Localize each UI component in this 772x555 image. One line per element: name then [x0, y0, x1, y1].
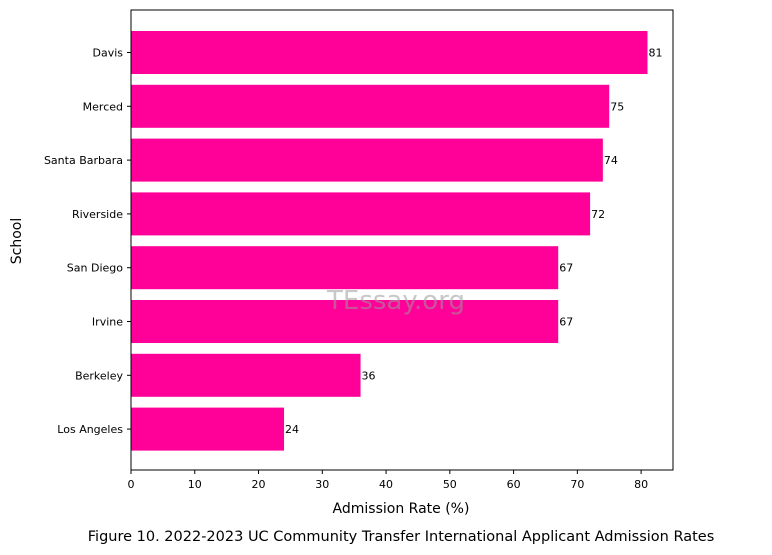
data-label: 36: [362, 369, 376, 382]
y-tick-label: Riverside: [72, 208, 123, 221]
bar-santa-barbara: [131, 138, 603, 182]
figure-caption: Figure 10. 2022-2023 UC Community Transf…: [88, 529, 715, 545]
bar-irvine: [131, 300, 559, 343]
x-tick-label: 0: [128, 478, 135, 491]
bars-group: [131, 31, 648, 451]
y-tick-label: Merced: [83, 100, 123, 113]
y-tick-label: San Diego: [67, 262, 123, 275]
bar-san-diego: [131, 246, 559, 290]
x-tick-label: 70: [570, 478, 584, 491]
data-label: 74: [604, 154, 618, 167]
x-tick-label: 30: [315, 478, 329, 491]
x-tick-label: 60: [507, 478, 521, 491]
x-axis-ticks: 0 10 20 30 40 50 60 70 80: [128, 470, 648, 491]
y-axis-title: School: [9, 218, 25, 264]
data-labels-group: 81 75 74 72 67 67 36 24: [285, 47, 662, 437]
x-tick-label: 40: [379, 478, 393, 491]
bar-riverside: [131, 192, 591, 236]
y-tick-label: Los Angeles: [57, 423, 123, 436]
bar-davis: [131, 31, 648, 74]
data-label: 75: [610, 100, 624, 113]
x-tick-label: 20: [252, 478, 266, 491]
plot-frame: [130, 9, 674, 471]
y-axis-ticks: Davis Merced Santa Barbara Riverside San Die…: [44, 47, 131, 436]
y-tick-label: Berkeley: [75, 369, 123, 382]
data-label: 67: [559, 316, 573, 329]
data-label: 81: [648, 47, 662, 60]
data-label: 24: [285, 423, 299, 436]
bar-berkeley: [131, 353, 361, 397]
x-tick-label: 80: [634, 478, 648, 491]
bar-los-angeles: [131, 407, 285, 451]
x-tick-label: 50: [443, 478, 457, 491]
x-tick-label: 10: [188, 478, 202, 491]
x-axis-title: Admission Rate (%): [333, 501, 470, 517]
watermark-text: TEssay.org: [326, 286, 465, 316]
y-tick-label: Davis: [92, 47, 123, 60]
y-tick-label: Santa Barbara: [44, 154, 123, 167]
data-label: 72: [591, 208, 605, 221]
y-tick-label: Irvine: [92, 316, 123, 329]
data-label: 67: [559, 262, 573, 275]
bar-merced: [131, 84, 610, 128]
